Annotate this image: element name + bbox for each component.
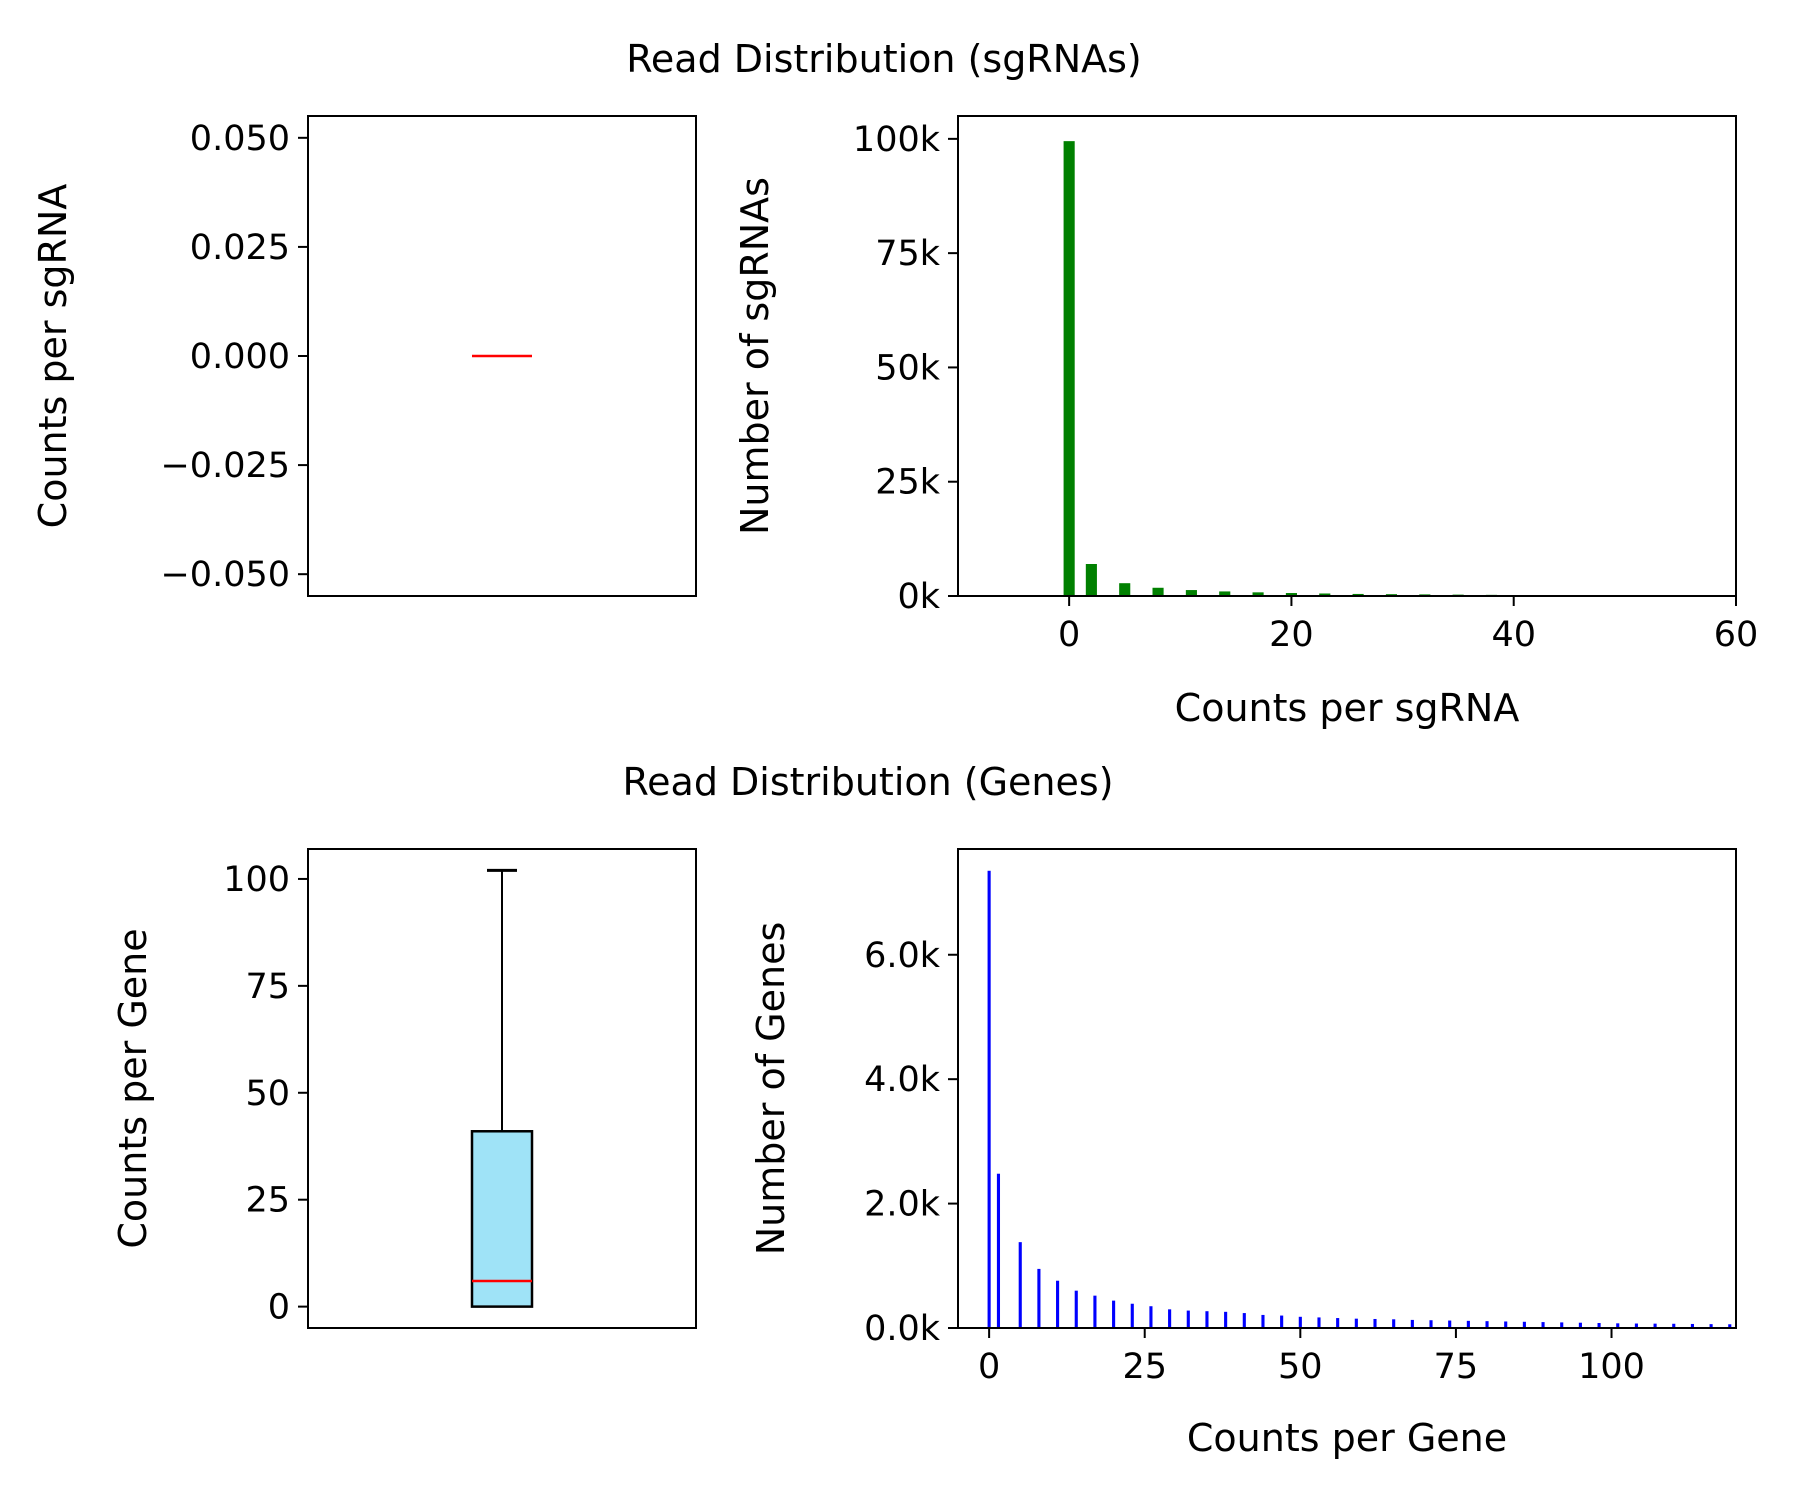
gene-histogram-bar-13 xyxy=(1224,1311,1228,1328)
gene-histogram-ytick-label-0: 0.0k xyxy=(864,1309,941,1349)
gene-histogram-bar-18 xyxy=(1317,1317,1321,1328)
sgrna-boxplot-ylabel: Counts per sgRNA xyxy=(31,184,75,529)
sgrna-boxplot-panel: 0.050 0.025 0.000 −0.025 −0.050 Counts per sg… xyxy=(31,115,697,597)
gene-histogram-ytick-label-2: 4.0k xyxy=(864,1060,941,1100)
gene-histogram-xtick-label-4: 100 xyxy=(1578,1347,1645,1387)
gene-histogram-ytick-label-3: 6.0k xyxy=(864,936,941,976)
gene-histogram-bar-0 xyxy=(987,870,991,1328)
gene-boxplot-ytick-label-1: 25 xyxy=(245,1181,290,1221)
sgrna-section-title: Read Distribution (sgRNAs) xyxy=(626,37,1142,81)
gene-histogram-xtick-label-2: 50 xyxy=(1278,1347,1323,1387)
sgrna-histogram-bar-5 xyxy=(1219,591,1231,596)
gene-histogram-bar-7 xyxy=(1112,1300,1116,1328)
sgrna-boxplot-ytick-label-0: 0.050 xyxy=(190,119,290,159)
gene-histogram-bar-31 xyxy=(1560,1322,1564,1328)
sgrna-histogram-ytick-label-0: 0k xyxy=(897,577,940,617)
gene-histogram-bar-5 xyxy=(1074,1290,1078,1328)
gene-histogram-bar-12 xyxy=(1205,1311,1209,1328)
sgrna-histogram-xtick-label-0: 0 xyxy=(1058,615,1080,655)
sgrna-histogram-xtick-label-2: 40 xyxy=(1491,615,1536,655)
sgrna-histogram-bar-7 xyxy=(1285,593,1297,596)
sgrna-histogram-ylabel: Number of sgRNAs xyxy=(733,177,777,535)
gene-histogram-bar-9 xyxy=(1149,1306,1153,1328)
sgrna-histogram-xlabel: Counts per sgRNA xyxy=(1175,686,1520,730)
sgrna-histogram-ytick-label-1: 25k xyxy=(875,463,941,503)
gene-histogram-bar-15 xyxy=(1261,1314,1265,1328)
gene-histogram-bar-14 xyxy=(1242,1313,1246,1328)
sgrna-boxplot-ytick-label-4: −0.050 xyxy=(160,555,290,595)
gene-histogram-bar-23 xyxy=(1410,1319,1414,1328)
gene-histogram-xlabel: Counts per Gene xyxy=(1187,1416,1507,1460)
gene-histogram-bar-2 xyxy=(1018,1242,1022,1328)
sgrna-histogram-bar-6 xyxy=(1252,592,1264,596)
sgrna-histogram-ytick-label-3: 75k xyxy=(875,234,941,274)
gene-histogram-bar-36 xyxy=(1653,1323,1657,1328)
gene-histogram-bar-11 xyxy=(1186,1310,1190,1328)
gene-boxplot-frame xyxy=(307,848,697,1329)
gene-boxplot-panel: 0 25 50 75 100 Counts per Gene xyxy=(111,848,697,1329)
sgrna-histogram-frame xyxy=(957,115,1737,597)
sgrna-histogram-bar-3 xyxy=(1152,587,1164,596)
gene-histogram-ytick-label-1: 2.0k xyxy=(864,1185,941,1225)
gene-histogram-bar-6 xyxy=(1093,1295,1097,1328)
gene-boxplot-ytick-label-0: 0 xyxy=(268,1288,290,1328)
sgrna-histogram-ytick-label-4: 100k xyxy=(853,120,941,160)
gene-histogram-bar-24 xyxy=(1429,1320,1433,1328)
gene-histogram-bar-26 xyxy=(1466,1320,1470,1328)
gene-histogram-bar-4 xyxy=(1056,1280,1060,1328)
gene-boxplot-ylabel: Counts per Gene xyxy=(111,928,155,1248)
gene-histogram-bar-22 xyxy=(1392,1319,1396,1328)
gene-boxplot-ytick-label-3: 75 xyxy=(245,967,290,1007)
sgrna-boxplot-ytick-label-1: 0.025 xyxy=(190,228,290,268)
gene-histogram-frame xyxy=(957,848,1737,1329)
gene-section-title: Read Distribution (Genes) xyxy=(622,760,1113,804)
gene-histogram-xtick-label-0: 0 xyxy=(978,1347,1000,1387)
gene-histogram-bar-16 xyxy=(1280,1315,1284,1328)
sgrna-histogram-bar-2 xyxy=(1119,583,1131,596)
gene-histogram-bar-8 xyxy=(1130,1303,1134,1328)
gene-histogram-bar-10 xyxy=(1168,1309,1172,1328)
gene-histogram-bar-17 xyxy=(1298,1316,1302,1328)
gene-histogram-bar-3 xyxy=(1037,1268,1041,1328)
sgrna-histogram-bar-4 xyxy=(1185,590,1197,596)
gene-histogram-bar-27 xyxy=(1485,1321,1489,1328)
gene-histogram-bar-40 xyxy=(1728,1324,1732,1328)
gene-histogram-bar-25 xyxy=(1448,1320,1452,1328)
gene-histogram-bar-20 xyxy=(1354,1318,1358,1328)
gene-histogram-bar-33 xyxy=(1597,1323,1601,1328)
sgrna-histogram-panel: 0k 25k 50k 75k 100k Number of sgRNAs 0 20 40 60 Co… xyxy=(733,115,1759,730)
gene-histogram-bar-35 xyxy=(1634,1323,1638,1328)
sgrna-histogram-bar-8 xyxy=(1319,593,1331,596)
gene-histogram-bar-37 xyxy=(1672,1323,1676,1328)
gene-histogram-bar-38 xyxy=(1690,1323,1694,1328)
gene-histogram-bar-32 xyxy=(1578,1322,1582,1328)
gene-histogram-ylabel: Number of Genes xyxy=(749,922,793,1256)
sgrna-histogram-bar-9 xyxy=(1352,593,1364,596)
gene-histogram-bar-21 xyxy=(1373,1318,1377,1328)
gene-histogram-xtick-label-1: 25 xyxy=(1122,1347,1167,1387)
gene-histogram-bar-19 xyxy=(1336,1318,1340,1328)
sgrna-histogram-xtick-label-1: 20 xyxy=(1269,615,1314,655)
gene-histogram-bar-39 xyxy=(1709,1324,1713,1328)
gene-histogram-bar-1 xyxy=(996,1173,1001,1328)
gene-boxplot-box xyxy=(470,1130,534,1308)
gene-histogram-bar-28 xyxy=(1504,1321,1508,1328)
gene-histogram-bar-30 xyxy=(1541,1322,1545,1328)
gene-histogram-bar-34 xyxy=(1616,1323,1620,1328)
sgrna-histogram-bar-1 xyxy=(1085,564,1097,596)
sgrna-histogram-bar-0 xyxy=(1063,141,1075,596)
gene-histogram-xtick-label-3: 75 xyxy=(1434,1347,1479,1387)
gene-boxplot-ytick-label-2: 50 xyxy=(245,1074,290,1114)
sgrna-histogram-ytick-label-2: 50k xyxy=(875,348,941,388)
sgrna-histogram-xtick-label-3: 60 xyxy=(1714,615,1759,655)
sgrna-boxplot-ytick-label-3: −0.025 xyxy=(160,446,290,486)
sgrna-boxplot-ytick-label-2: 0.000 xyxy=(190,337,290,377)
gene-boxplot-ytick-label-4: 100 xyxy=(223,860,290,900)
gene-histogram-bar-29 xyxy=(1522,1321,1526,1328)
gene-histogram-panel: 0.0k 2.0k 4.0k 6.0k Number of Genes 0 25 50 75 10… xyxy=(749,848,1737,1460)
